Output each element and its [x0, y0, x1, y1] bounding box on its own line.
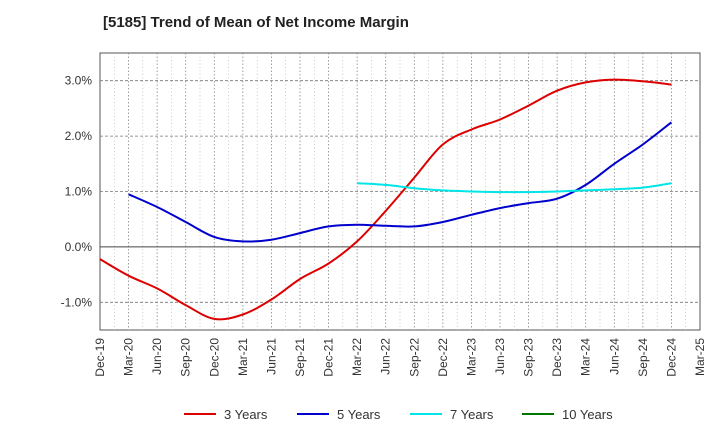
x-tick-label: Mar-23	[464, 338, 478, 376]
x-tick-label: Mar-22	[350, 338, 364, 376]
series-lines	[99, 78, 673, 321]
x-tick-label: Dec-23	[550, 338, 564, 377]
x-tick-label: Mar-24	[579, 338, 593, 376]
x-tick-label: Dec-21	[322, 338, 336, 377]
x-tick-label: Mar-25	[693, 338, 707, 376]
series-line-5-years	[128, 121, 673, 243]
y-tick-label: 0.0%	[65, 240, 93, 254]
x-tick-label: Sep-23	[522, 338, 536, 377]
grid-lines	[100, 53, 700, 330]
y-tick-label: 3.0%	[65, 74, 93, 88]
legend: 3 Years 5 Years 7 Years 10 Years	[184, 407, 613, 422]
x-tick-label: Jun-23	[493, 338, 507, 375]
x-tick-label: Sep-24	[636, 338, 650, 377]
legend-label-7-years: 7 Years	[450, 407, 494, 422]
x-tick-label: Jun-22	[379, 338, 393, 375]
x-tick-label: Jun-24	[607, 338, 621, 375]
series-line-7-years	[357, 182, 672, 194]
x-tick-label: Dec-22	[436, 338, 450, 377]
x-tick-label: Jun-21	[264, 338, 278, 375]
legend-label-10-years: 10 Years	[562, 407, 613, 422]
x-tick-label: Mar-21	[236, 338, 250, 376]
x-tick-label: Mar-20	[122, 338, 136, 376]
y-tick-label: 2.0%	[65, 129, 93, 143]
x-tick-label: Sep-21	[293, 338, 307, 377]
series-line-3-years	[99, 78, 672, 321]
x-tick-label: Jun-20	[150, 338, 164, 375]
y-axis-ticks: -1.0% 0.0% 1.0% 2.0% 3.0%	[61, 74, 93, 310]
x-tick-label: Sep-20	[179, 338, 193, 377]
y-tick-label: 1.0%	[65, 185, 93, 199]
y-tick-label: -1.0%	[61, 295, 93, 309]
x-tick-label: Dec-19	[93, 338, 107, 377]
chart-title: [5185] Trend of Mean of Net Income Margi…	[103, 14, 409, 31]
x-tick-label: Sep-22	[407, 338, 421, 377]
x-tick-label: Dec-20	[207, 338, 221, 377]
legend-label-3-years: 3 Years	[224, 407, 268, 422]
x-tick-label: Dec-24	[664, 338, 678, 377]
x-axis-ticks: Dec-19 Mar-20 Jun-20 Sep-20 Dec-20 Mar-21 Jun-…	[93, 338, 707, 377]
legend-label-5-years: 5 Years	[337, 407, 381, 422]
